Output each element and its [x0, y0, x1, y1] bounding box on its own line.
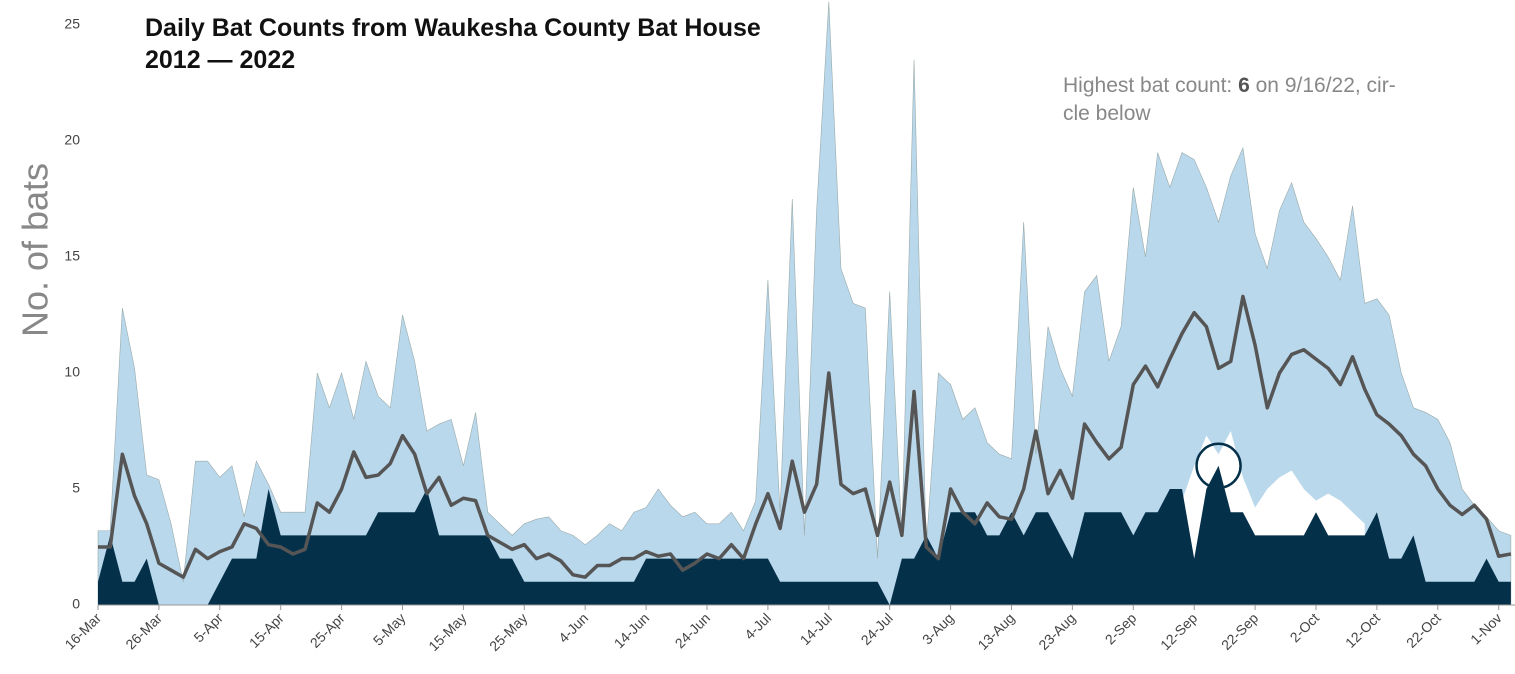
annotation-text: Highest bat count: — [1063, 74, 1238, 97]
y-tick-label: 25 — [64, 16, 80, 32]
y-tick-label: 20 — [64, 132, 80, 148]
chart-title: Daily Bat Counts from Waukesha County Ba… — [145, 14, 761, 74]
x-tick-label: 25-May — [486, 610, 530, 654]
line — [98, 294, 1512, 579]
annotation: cle below — [1063, 102, 1151, 125]
highlight-circle — [1195, 442, 1242, 490]
annotation-text: on 9/16/22, cir- — [1250, 74, 1396, 97]
x-tick-label: 16-Mar — [61, 610, 104, 653]
x-tick-label: 15-Apr — [246, 610, 287, 651]
x-tick-label: 2-Sep — [1102, 610, 1140, 648]
annotation-value: 6 — [1238, 74, 1250, 97]
x-tick-label: 26-Mar — [122, 610, 165, 653]
x-tick-label: 22-Oct — [1403, 610, 1444, 651]
y-axis-label: No. of bats — [15, 163, 56, 337]
x-tick-label: 12-Oct — [1342, 610, 1383, 651]
x-tick-label: 5-May — [370, 610, 409, 649]
x-tick-label: 24-Jun — [672, 610, 714, 652]
x-tick-label: 4-Jul — [741, 610, 774, 643]
x-tick-label: 14-Jun — [611, 610, 653, 652]
x-tick-label: 12-Sep — [1157, 610, 1200, 653]
x-tick-label: 5-Apr — [190, 610, 226, 646]
x-tick-label: 14-Jul — [797, 610, 835, 648]
x-tick-label: 3-Aug — [919, 610, 957, 648]
x-tick-label: 15-May — [425, 610, 469, 654]
area — [97, 1, 1512, 606]
y-tick-label: 10 — [64, 364, 80, 380]
x-tick-label: 24-Jul — [858, 610, 896, 648]
y-tick-label: 0 — [72, 596, 80, 612]
x-tick-label: 25-Apr — [307, 610, 348, 651]
x-tick-label: 23-Aug — [1035, 610, 1078, 653]
x-tick-label: 1-Nov — [1467, 610, 1505, 648]
annotation: Highest bat count: 6 on 9/16/22, cir- — [1063, 74, 1396, 97]
x-tick-label: 4-Jun — [555, 610, 591, 646]
x-tick-label: 13-Aug — [974, 610, 1017, 653]
x-tick-label: 22-Sep — [1218, 610, 1261, 653]
area — [98, 465, 1511, 605]
x-tick-label: 2-Oct — [1287, 610, 1323, 646]
y-tick-label: 5 — [72, 480, 80, 496]
y-tick-label: 15 — [64, 248, 80, 264]
